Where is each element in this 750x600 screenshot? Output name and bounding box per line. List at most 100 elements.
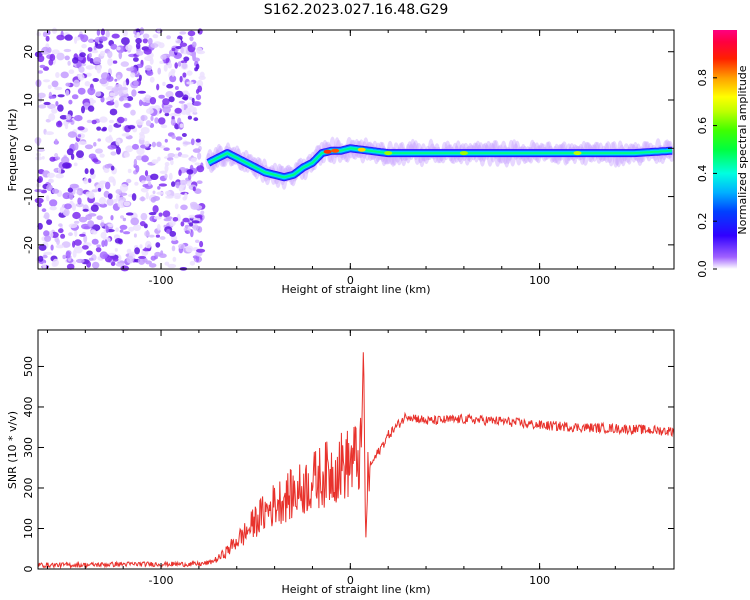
noise-blob <box>193 117 199 122</box>
noise-blob <box>134 181 139 186</box>
noise-blob <box>200 210 205 215</box>
noise-blob <box>138 74 142 82</box>
noise-blob <box>160 124 168 129</box>
noise-blob <box>115 189 122 195</box>
snr-ticks: -100 0 100 0 100 200 300 400 500 <box>22 330 674 587</box>
noise-blob <box>110 43 118 50</box>
noise-blob <box>69 192 74 201</box>
noise-blob <box>55 101 59 107</box>
noise-blob <box>107 58 113 66</box>
noise-blob <box>51 49 60 55</box>
noise-blob <box>79 52 86 58</box>
noise-blob <box>178 100 185 104</box>
noise-blob <box>139 244 143 249</box>
noise-blob <box>133 158 138 167</box>
noise-blob <box>187 174 192 181</box>
noise-blob <box>41 156 45 160</box>
noise-blob <box>163 147 170 151</box>
noise-blob <box>91 238 99 245</box>
noise-blob <box>139 221 146 227</box>
noise-blob <box>42 262 47 270</box>
noise-blob <box>187 30 196 37</box>
noise-blob <box>152 205 159 214</box>
noise-blob <box>167 153 175 158</box>
noise-blob <box>55 244 65 249</box>
noise-blob <box>180 221 185 227</box>
noise-blob <box>116 146 121 155</box>
noise-blob <box>49 199 58 207</box>
noise-blob <box>172 217 179 222</box>
noise-blob <box>46 184 53 191</box>
noise-blob <box>99 203 108 208</box>
noise-blob <box>195 89 200 94</box>
noise-blob <box>77 134 82 138</box>
noise-blob <box>65 114 72 120</box>
noise-blob <box>126 67 134 72</box>
noise-blob <box>169 220 176 227</box>
noise-blob <box>84 81 91 87</box>
noise-blob <box>185 230 190 234</box>
noise-blob <box>144 65 153 71</box>
noise-blob <box>116 194 120 201</box>
noise-blob <box>177 61 182 67</box>
noise-blob <box>178 185 184 192</box>
noise-blob <box>190 138 195 146</box>
noise-blob <box>158 117 166 125</box>
noise-blob <box>128 226 135 232</box>
noise-blob <box>99 197 106 205</box>
noise-blob <box>96 65 102 74</box>
noise-blob <box>110 261 116 267</box>
noise-blob <box>108 124 113 133</box>
noise-blob <box>105 136 114 143</box>
y-tick-label: 0 <box>22 145 35 152</box>
noise-blob <box>99 153 105 158</box>
noise-blob <box>130 72 136 78</box>
noise-blob <box>176 147 181 151</box>
noise-blob <box>68 223 78 229</box>
noise-blob <box>95 148 103 154</box>
noise-blob <box>180 154 189 158</box>
noise-blob <box>162 98 170 106</box>
noise-blob <box>64 55 70 61</box>
noise-blob <box>109 108 118 116</box>
noise-blob <box>182 90 189 95</box>
noise-blob <box>65 82 71 87</box>
noise-blob <box>86 250 93 256</box>
noise-blob <box>142 33 150 39</box>
noise-blob <box>100 222 105 227</box>
noise-blob <box>51 80 59 88</box>
noise-blob <box>185 245 194 253</box>
noise-blob <box>179 179 188 185</box>
noise-blob <box>57 167 62 175</box>
noise-blob <box>96 29 101 36</box>
noise-blob <box>159 60 164 64</box>
noise-blob <box>135 165 140 173</box>
noise-blob <box>114 78 118 82</box>
noise-blob <box>122 80 127 89</box>
noise-blob <box>132 213 138 218</box>
colorbar-tick-label: 0.6 <box>696 117 709 135</box>
noise-blob <box>81 44 87 49</box>
noise-blob <box>62 192 71 200</box>
noise-blob <box>182 72 187 78</box>
ridge-peak <box>323 149 332 154</box>
noise-blob <box>75 202 84 208</box>
noise-blob <box>120 61 129 67</box>
noise-blob <box>116 46 121 51</box>
noise-blob <box>149 97 157 105</box>
noise-blob <box>67 131 77 138</box>
noise-blob <box>125 145 134 153</box>
noise-blob <box>82 208 89 212</box>
noise-blob <box>64 123 69 130</box>
noise-blob <box>107 223 114 227</box>
noise-blob <box>130 109 136 116</box>
noise-blob <box>139 196 146 202</box>
ridge-peak <box>384 151 393 156</box>
noise-blob <box>173 193 182 198</box>
colorbar-tick-label: 0.4 <box>696 165 709 183</box>
noise-blob <box>150 115 154 122</box>
ridge-peak <box>331 148 340 153</box>
noise-blob <box>139 27 145 35</box>
noise-blob <box>169 75 177 83</box>
